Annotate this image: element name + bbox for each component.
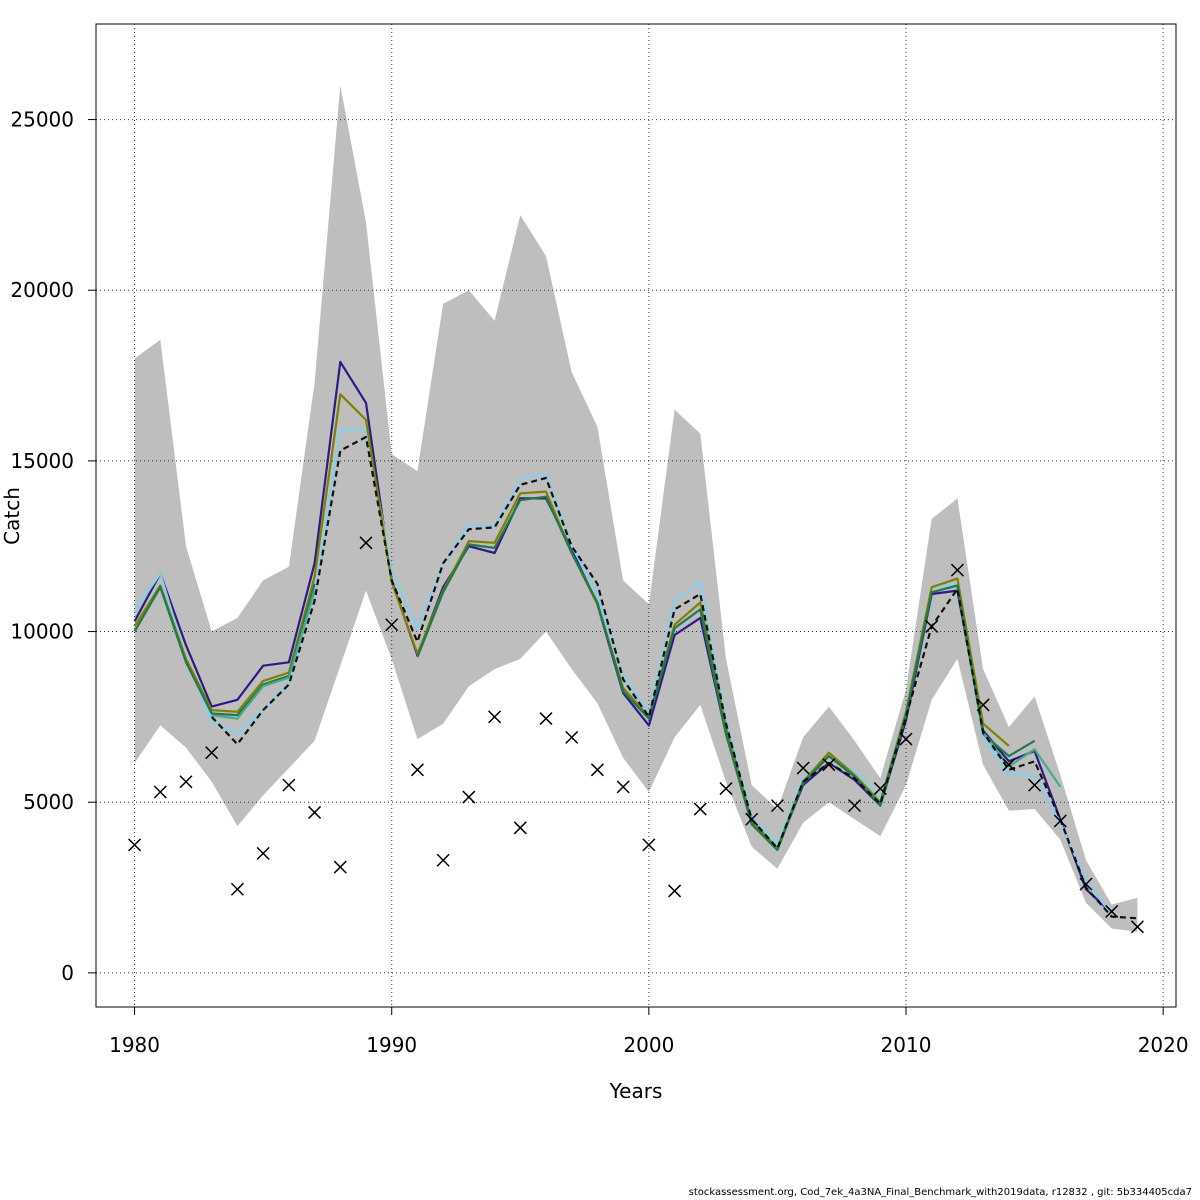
- observed-point-2007: [822, 758, 836, 772]
- observed-point-1985: [256, 846, 270, 860]
- observed-point-1987: [308, 805, 322, 819]
- x-tick-label-2020: 2020: [1138, 1033, 1189, 1057]
- x-axis-label: Years: [609, 1079, 663, 1103]
- footer-caption: stockassessment.org, Cod_7ek_4a3NA_Final…: [688, 1187, 1192, 1198]
- observed-point-1990: [385, 618, 399, 632]
- observed-point-1991: [410, 763, 424, 777]
- y-tick-label-15000: 15000: [10, 449, 74, 473]
- observed-point-1992: [436, 853, 450, 867]
- observed-point-2002: [693, 802, 707, 816]
- x-tick-label-1990: 1990: [366, 1033, 417, 1057]
- y-tick-label-20000: 20000: [10, 278, 74, 302]
- observed-point-2013: [976, 698, 990, 712]
- observed-point-1995: [513, 821, 527, 835]
- observed-point-1997: [565, 730, 579, 744]
- observed-point-2012: [950, 563, 964, 577]
- observed-point-2010: [899, 732, 913, 746]
- series-line-6: [210, 435, 1138, 920]
- series-line-1: [133, 360, 1113, 914]
- observed-point-2004: [745, 812, 759, 826]
- confidence-band: [134, 85, 1138, 932]
- axes: 1980 1990 2000 2010 2020 0 5000 10000 15000 20000…: [10, 108, 1188, 1057]
- observed-point-2003: [719, 782, 733, 796]
- observed-point-1994: [488, 710, 502, 724]
- observed-point-2016: [1053, 814, 1067, 828]
- observed-point-2009: [873, 782, 887, 796]
- band-area: [134, 85, 1138, 932]
- observed-point-1981: [153, 785, 167, 799]
- observed-point-1983: [205, 746, 219, 760]
- series-lines: [133, 360, 1138, 920]
- y-tick-label-25000: 25000: [10, 108, 74, 132]
- x-tick-label-2010: 2010: [881, 1033, 932, 1057]
- x-tick-label-1980: 1980: [109, 1033, 160, 1057]
- observed-point-1984: [230, 882, 244, 896]
- observed-point-2014: [1002, 758, 1016, 772]
- series-line-2: [133, 429, 1113, 916]
- observed-point-1998: [590, 763, 604, 777]
- observed-point-2019: [1130, 920, 1144, 934]
- observed-point-1989: [359, 536, 373, 550]
- y-tick-label-5000: 5000: [23, 790, 74, 814]
- observed-point-1980: [128, 838, 142, 852]
- observed-point-2000: [642, 838, 656, 852]
- observed-point-1993: [462, 790, 476, 804]
- grid: [96, 24, 1176, 1007]
- x-tick-label-2000: 2000: [623, 1033, 674, 1057]
- observed-point-1982: [179, 775, 193, 789]
- observed-point-1988: [333, 860, 347, 874]
- observed-point-1996: [539, 712, 553, 726]
- observed-point-2015: [1028, 778, 1042, 792]
- observed-point-2006: [796, 761, 810, 775]
- observed-points: [128, 536, 1144, 934]
- observed-point-2008: [848, 799, 862, 813]
- y-tick-label-0: 0: [61, 961, 74, 985]
- observed-point-1986: [282, 778, 296, 792]
- y-tick-label-10000: 10000: [10, 620, 74, 644]
- observed-point-2005: [770, 799, 784, 813]
- observed-point-2018: [1105, 904, 1119, 918]
- y-axis-label: Catch: [0, 487, 24, 545]
- series-line-4: [133, 495, 1036, 852]
- observed-point-2011: [925, 619, 939, 633]
- observed-point-2017: [1079, 877, 1093, 891]
- observed-point-1999: [616, 780, 630, 794]
- observed-point-2001: [668, 884, 682, 898]
